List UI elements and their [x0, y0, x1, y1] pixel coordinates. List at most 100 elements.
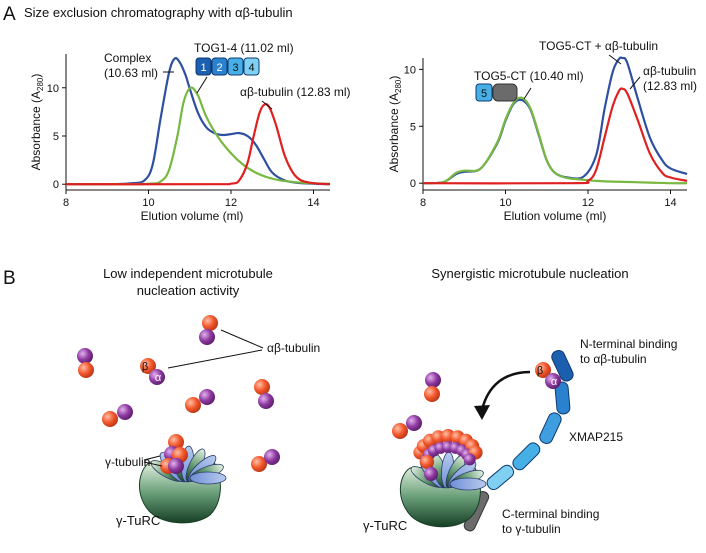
- tubulin-dimer: [77, 348, 94, 378]
- xmap215: [463, 350, 574, 532]
- annot-complex2-text: TOG5-CT + αβ-tubulin: [539, 39, 658, 53]
- gamma-turc-lobe: [189, 471, 227, 485]
- chart-right-xtick-label: 8: [420, 197, 426, 209]
- chart-left-xlabel: Elution volume (ml): [141, 209, 244, 223]
- alpha-tubulin: [77, 348, 93, 364]
- chart-left-series-red: [65, 103, 331, 186]
- annot-tubulin-text: αβ-tubulin (12.83 ml): [240, 85, 351, 99]
- tubulin-dimer: [254, 379, 274, 409]
- alpha-tubulin: [168, 458, 184, 474]
- xmap-tog3: [539, 412, 562, 444]
- tog-box-3-label: 3: [232, 62, 238, 74]
- chart-right-ylabel: Absorbance (A280): [387, 76, 403, 173]
- beta-tubulin: [424, 386, 440, 402]
- chart-left-xtick-label: 12: [225, 197, 237, 209]
- alpha-tubulin: [463, 453, 476, 466]
- beta-tubulin: [251, 456, 267, 472]
- chart-left-ticks: 8 10 12 14 0 5 10: [47, 83, 320, 209]
- chart-right-series-red: [422, 87, 688, 185]
- ab-leader-1: [220, 329, 264, 349]
- xmap-tog1: [551, 350, 574, 382]
- alpha-tubulin: [199, 389, 215, 405]
- nucleating-tubulin-ring: [413, 429, 483, 481]
- alpha-tubulin: [424, 467, 438, 481]
- tubulin-dimer: [392, 415, 422, 439]
- ct-domain-box: [492, 83, 518, 102]
- annot-tog5ct-text: TOG5-CT (10.40 ml): [474, 69, 584, 83]
- tog-box-5-label: 5: [481, 88, 487, 100]
- annot-tog5ct-leader: [523, 87, 532, 100]
- tog-box-5: [475, 83, 493, 102]
- chart-right-ticks: 8 10 12 14 0 5 10: [404, 64, 677, 209]
- annot-complex2-leader: [608, 54, 622, 65]
- chart-right-series-green: [422, 96, 688, 185]
- alpha-tubulin: [258, 393, 274, 409]
- gamma-leader-1: [143, 455, 161, 461]
- gamma-turc-right: [399, 429, 487, 528]
- tog-box-1-label: 1: [200, 62, 206, 74]
- beta-tubulin: [392, 423, 408, 439]
- chart-right-ytick-label: 0: [410, 178, 416, 190]
- alpha-tubulin: [149, 369, 165, 385]
- chart-right-xtick-label: 14: [664, 197, 676, 209]
- panel-a-letter: A: [3, 4, 16, 25]
- chart-right: 8 10 12 14 0 5 10 Elution volume (ml) Absorban…: [387, 39, 697, 223]
- xmap-tog4: [512, 442, 541, 471]
- chart-left-xtick-label: 14: [307, 197, 319, 209]
- chart-left-series: [65, 57, 331, 186]
- annot-tog14-text: TOG1-4 (11.02 ml): [194, 41, 294, 55]
- chart-left-series-blue: [65, 57, 331, 186]
- bound-tubulin-left: [160, 434, 188, 474]
- panel-a-title: Size exclusion chromatography with αβ-tu…: [24, 5, 293, 20]
- free-tubulin-dimers-right: [392, 372, 441, 439]
- tubulin-dimer: [102, 404, 133, 427]
- chart-right-xtick-label: 10: [499, 197, 511, 209]
- beta-tubulin: [535, 362, 551, 378]
- tubulin-dimer: [199, 315, 218, 345]
- annot-complex-line1: Complex: [104, 51, 151, 65]
- tog-box-3: [227, 57, 244, 76]
- c-term-line2: to γ-tubulin: [502, 522, 561, 536]
- chart-left-ytick-label: 10: [47, 83, 59, 95]
- tubulin-dimer: [251, 449, 280, 472]
- alpha-symbol-left: α: [155, 372, 162, 384]
- recruitment-arrow-head: [474, 405, 490, 420]
- chart-left-series-green: [65, 86, 331, 186]
- recruitment-arrow: [480, 370, 531, 411]
- tog-box-2: [211, 57, 228, 76]
- chart-left-ylabel: Absorbance (A280): [29, 74, 45, 171]
- beta-symbol-right: β: [537, 365, 543, 377]
- left-title-line1: Low independent microtubule: [103, 266, 273, 281]
- tog-box-4-label: 4: [248, 62, 254, 74]
- beta-tubulin: [254, 379, 270, 395]
- free-tubulin-dimers-left: [77, 315, 280, 472]
- ab-tubulin-label: αβ-tubulin: [267, 341, 320, 355]
- alpha-tubulin: [406, 415, 422, 431]
- n-term-line2: to αβ-tubulin: [580, 352, 647, 366]
- right-title: Synergistic microtubule nucleation: [431, 266, 628, 281]
- gamma-tubulin-label: γ-tubulin: [105, 455, 150, 469]
- ab-leader-2: [167, 349, 263, 369]
- beta-tubulin: [140, 358, 156, 374]
- alpha-tubulin: [425, 372, 441, 388]
- xmap-tog5: [486, 464, 515, 491]
- n-term-line1: N-terminal binding: [580, 337, 677, 351]
- gamma-turc-left: [139, 434, 227, 524]
- alpha-tubulin: [117, 404, 133, 420]
- annot-complex-line2: (10.63 ml): [104, 66, 158, 80]
- gamma-turc-label-right: γ-TuRC: [363, 518, 407, 533]
- gamma-turc-lobes: [410, 451, 487, 491]
- beta-tubulin: [185, 397, 201, 413]
- chart-right-ytick-label: 10: [404, 64, 416, 76]
- annot-tubulin2-leader: [629, 76, 641, 90]
- chart-left-xtick-label: 10: [142, 197, 154, 209]
- tubulin-dimer: [140, 358, 165, 385]
- xmap-tog2: [554, 381, 571, 415]
- annot-tubulin-leader: [261, 100, 273, 110]
- chart-left-ytick-label: 0: [53, 179, 59, 191]
- tubulin-dimer: [424, 372, 441, 402]
- alpha-tubulin: [545, 373, 561, 389]
- alpha-tubulin: [264, 449, 280, 465]
